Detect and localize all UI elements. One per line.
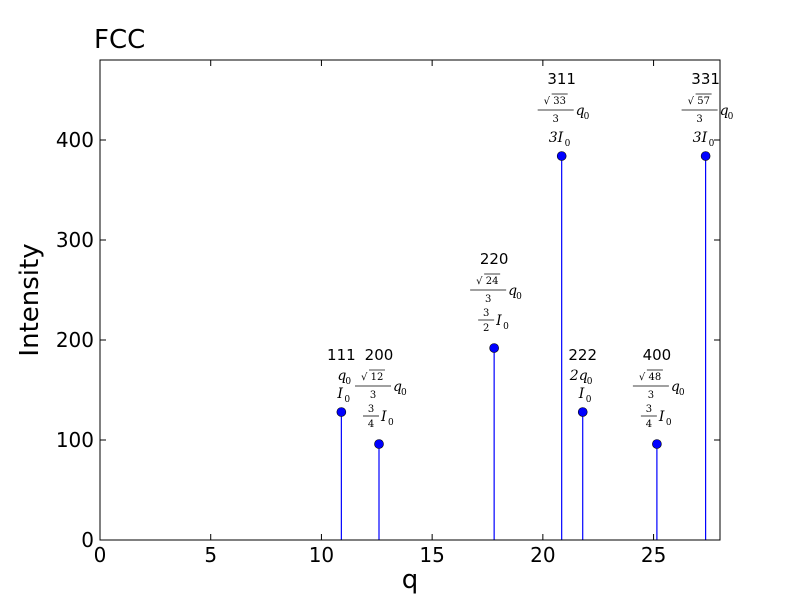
annotation-hkl-label: 220 [480, 250, 509, 268]
y-axis-label: Intensity [15, 243, 45, 356]
x-axis-label: q [402, 565, 419, 595]
annotation-q-symbol: q [393, 379, 402, 395]
annotation-q-sqrt: √ [544, 96, 551, 107]
annotation-q-numerator: 24 [486, 276, 499, 287]
annotation-i-numerator: 3 [483, 308, 489, 319]
annotation-i-subscript: 0 [586, 395, 592, 405]
y-tick-label: 0 [81, 528, 94, 552]
annotation-q-denominator: 3 [370, 390, 376, 401]
annotation-q-subscript: 0 [587, 377, 593, 387]
annotation-q-numerator: 48 [649, 372, 662, 383]
annotation-i-subscript: 0 [565, 139, 571, 149]
annotation-q-denominator: 3 [485, 294, 491, 305]
x-tick-label: 0 [94, 543, 107, 567]
annotation-i-numerator: 3 [368, 404, 374, 415]
annotation-q-coefficient: 2 [569, 368, 579, 384]
stem-marker-400 [652, 439, 662, 449]
annotation-i-symbol: I [578, 386, 585, 402]
stem-marker-222 [577, 407, 588, 417]
x-tick-label: 25 [641, 543, 666, 567]
x-tick-label: 5 [204, 543, 217, 567]
annotation-hkl-label: 311 [547, 70, 576, 88]
annotation-q-sqrt: √ [688, 96, 695, 107]
annotation-q-subscript: 0 [679, 388, 685, 398]
stems-layer [336, 151, 711, 540]
annotation-i-symbol: I [557, 130, 564, 146]
annotation-q-denominator: 3 [648, 390, 654, 401]
annotation-q-subscript: 0 [728, 112, 734, 122]
annotation-q-symbol: q [720, 103, 729, 119]
annotation-q-numerator: 57 [697, 96, 710, 107]
annotation-q-subscript: 0 [345, 377, 351, 387]
y-tick-label: 400 [56, 128, 94, 152]
annotation-q-symbol: q [508, 283, 517, 299]
annotation-i-symbol: I [701, 130, 708, 146]
annotation-hkl-label: 200 [365, 346, 394, 364]
annotation-hkl-label: 222 [568, 346, 597, 364]
annotation-q-subscript: 0 [516, 292, 522, 302]
x-axis-ticks: 0 5 10 15 20 25 [94, 60, 666, 567]
annotation-hkl-label: 111 [327, 346, 356, 364]
annotation-i-numerator: 3 [646, 404, 652, 415]
annotation-i-subscript: 0 [388, 418, 394, 428]
y-tick-label: 300 [56, 228, 94, 252]
annotation-i-coefficient: 3 [693, 130, 702, 146]
chart-title: FCC [94, 25, 145, 55]
x-tick-label: 20 [530, 543, 555, 567]
annotation-q-subscript: 0 [584, 112, 590, 122]
annotation-q-sqrt: √ [476, 276, 483, 287]
annotation-q-denominator: 3 [696, 114, 702, 125]
stem-marker-200 [374, 439, 384, 449]
annotation-i-symbol: I [380, 409, 387, 425]
annotation-i-subscript: 0 [503, 322, 509, 332]
annotation-q-subscript: 0 [401, 388, 407, 398]
annotation-q-sqrt: √ [361, 372, 368, 383]
annotation-q-symbol: q [337, 368, 346, 384]
annotation-i-denominator: 4 [646, 419, 652, 430]
annotation-i-denominator: 2 [483, 323, 489, 334]
annotation-hkl-label: 400 [643, 346, 672, 364]
annotation-i-denominator: 4 [368, 419, 374, 430]
plot-frame [99, 59, 721, 541]
stem-marker-111 [336, 407, 347, 417]
annotation-q-sqrt: √ [639, 372, 646, 383]
annotation-i-subscript: 0 [344, 395, 350, 405]
annotation-hkl-label: 331 [691, 70, 720, 88]
y-tick-label: 100 [56, 428, 94, 452]
annotation-i-symbol: I [658, 409, 665, 425]
annotation-q-symbol: q [576, 103, 585, 119]
annotation-q-symbol: q [579, 368, 588, 384]
y-tick-label: 200 [56, 328, 94, 352]
annotation-q-symbol: q [671, 379, 680, 395]
annotation-i-symbol: I [495, 313, 502, 329]
x-tick-label: 15 [419, 543, 444, 567]
annotation-i-symbol: I [336, 386, 343, 402]
stem-marker-220 [489, 343, 499, 353]
annotation-q-numerator: 33 [553, 96, 566, 107]
x-tick-label: 10 [309, 543, 334, 567]
annotation-i-subscript: 0 [709, 139, 715, 149]
annotation-q-denominator: 3 [552, 114, 558, 125]
annotation-q-numerator: 12 [371, 372, 384, 383]
stem-marker-311 [556, 151, 567, 161]
annotation-i-coefficient: 3 [549, 130, 558, 146]
stem-marker-331 [700, 151, 711, 161]
annotation-i-subscript: 0 [666, 418, 672, 428]
